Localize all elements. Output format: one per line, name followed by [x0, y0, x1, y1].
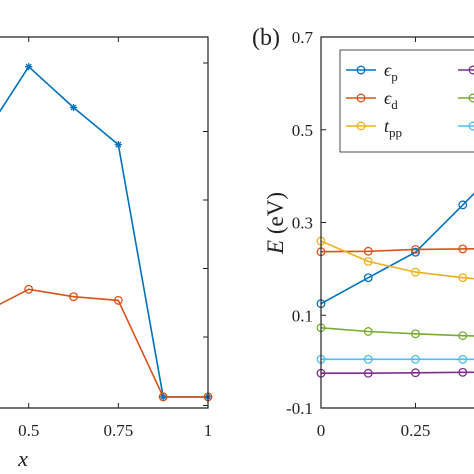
- panel-b-y-tick-label-0: -0.1: [286, 399, 313, 418]
- panel-b-series-0-line: [320, 192, 474, 305]
- panel-b-series-3-point-2: [411, 368, 420, 378]
- panel-b-y-tick-label-3: 0.5: [292, 121, 313, 140]
- panel-b-series-0-point-3: [458, 200, 468, 210]
- panel-b-x-tick-label-1: 0.25: [401, 421, 431, 440]
- panel-b-legend-box: [339, 49, 474, 153]
- panel-b-series-4-point-3: [458, 331, 468, 341]
- panel-a-x-tick-label-0: 0.5: [18, 421, 39, 440]
- panel-b-series-2-point-1: [363, 257, 373, 266]
- panel-b-series-5-point-1: [363, 354, 373, 364]
- panel-b-legend-marker-0: [356, 65, 366, 75]
- panel-a-x-axis-label: x: [17, 446, 28, 471]
- panel-b-y-axis-label-unit: (eV): [263, 192, 288, 240]
- panel-a-series-0-point-1: [25, 63, 33, 71]
- panel-b-series-4-line: [320, 327, 474, 337]
- panel-a-plot: 0.5 0.75 1 x: [0, 36, 213, 471]
- panel-b-legend-marker-2: [356, 121, 366, 131]
- panel-b-series-4-point-1: [363, 327, 373, 336]
- panel-a-series-1-line: [0, 288, 208, 398]
- panel-b-series-3-point-3: [458, 367, 468, 377]
- panel-b-x-tick-label-0: 0: [317, 421, 326, 440]
- panel-b-series-1-point-3: [458, 244, 468, 254]
- panel-a-series-1-point-1: [24, 284, 34, 294]
- panel-b-legend-label-1: ϵd: [384, 88, 398, 112]
- panel-b-series-2-point-2: [411, 267, 420, 277]
- panel-b-label: (b): [252, 25, 280, 51]
- panel-b-legend-label-2: tpp: [384, 116, 402, 140]
- panel-b-series-3-point-1: [363, 368, 373, 378]
- panel-b-series-5-point-2: [411, 354, 420, 364]
- panel-b-series-1-point-2: [411, 244, 420, 254]
- panel-b-legend-marker-4: [468, 93, 474, 103]
- panel-b-y-tick-label-2: 0.3: [292, 214, 313, 233]
- panel-b-series-4-point-2: [411, 329, 420, 339]
- panel-b-legend: ϵpϵdtppt: [339, 49, 474, 153]
- panel-b-series-3-line: [321, 371, 474, 375]
- panel-b-legend-label-0: ϵp: [384, 60, 398, 84]
- panel-a-x-tick-label-1: 0.75: [103, 421, 133, 440]
- panel-b-y-tick-label-4: 0.7: [292, 28, 314, 47]
- panel-a-x-tick-label-2: 1: [204, 421, 213, 440]
- panel-b-legend-marker-1: [356, 93, 366, 103]
- panel-b-series-2-line: [320, 240, 474, 280]
- panel-b-y-axis-label: E (eV): [263, 192, 288, 255]
- panel-b-series-5-point-3: [458, 354, 468, 364]
- panel-a-series-1-point-2: [69, 292, 78, 302]
- panel-b-series-1-line: [320, 248, 474, 253]
- panel-a-series-1-point-3: [113, 295, 123, 305]
- panel-b-plot: (b) E (eV) 0 0.25 -0.1 0.1 0.3 0.5 0.7 ϵp ϵd tpp…: [252, 25, 474, 440]
- panel-b-series-0-point-2: [411, 247, 420, 257]
- panel-a-series-1-point-4: [158, 392, 168, 402]
- panel-a-series-0-point-2: [69, 103, 78, 112]
- panel-b-legend-marker-5: [468, 121, 474, 131]
- panel-a-series-0-point-3: [114, 140, 122, 149]
- panel-b-legend-marker-3: [468, 65, 474, 75]
- panel-b-series-2-point-3: [458, 273, 468, 283]
- panel-b-series-1-point-1: [363, 246, 373, 256]
- panel-a-series-0-point-4: [159, 393, 167, 401]
- panel-b-series-0-point-1: [363, 273, 373, 283]
- panel-b-y-axis-label-symbol: E: [263, 240, 288, 255]
- panel-a-axes-frame: [0, 36, 209, 409]
- panel-b-y-tick-label-1: 0.1: [292, 306, 313, 325]
